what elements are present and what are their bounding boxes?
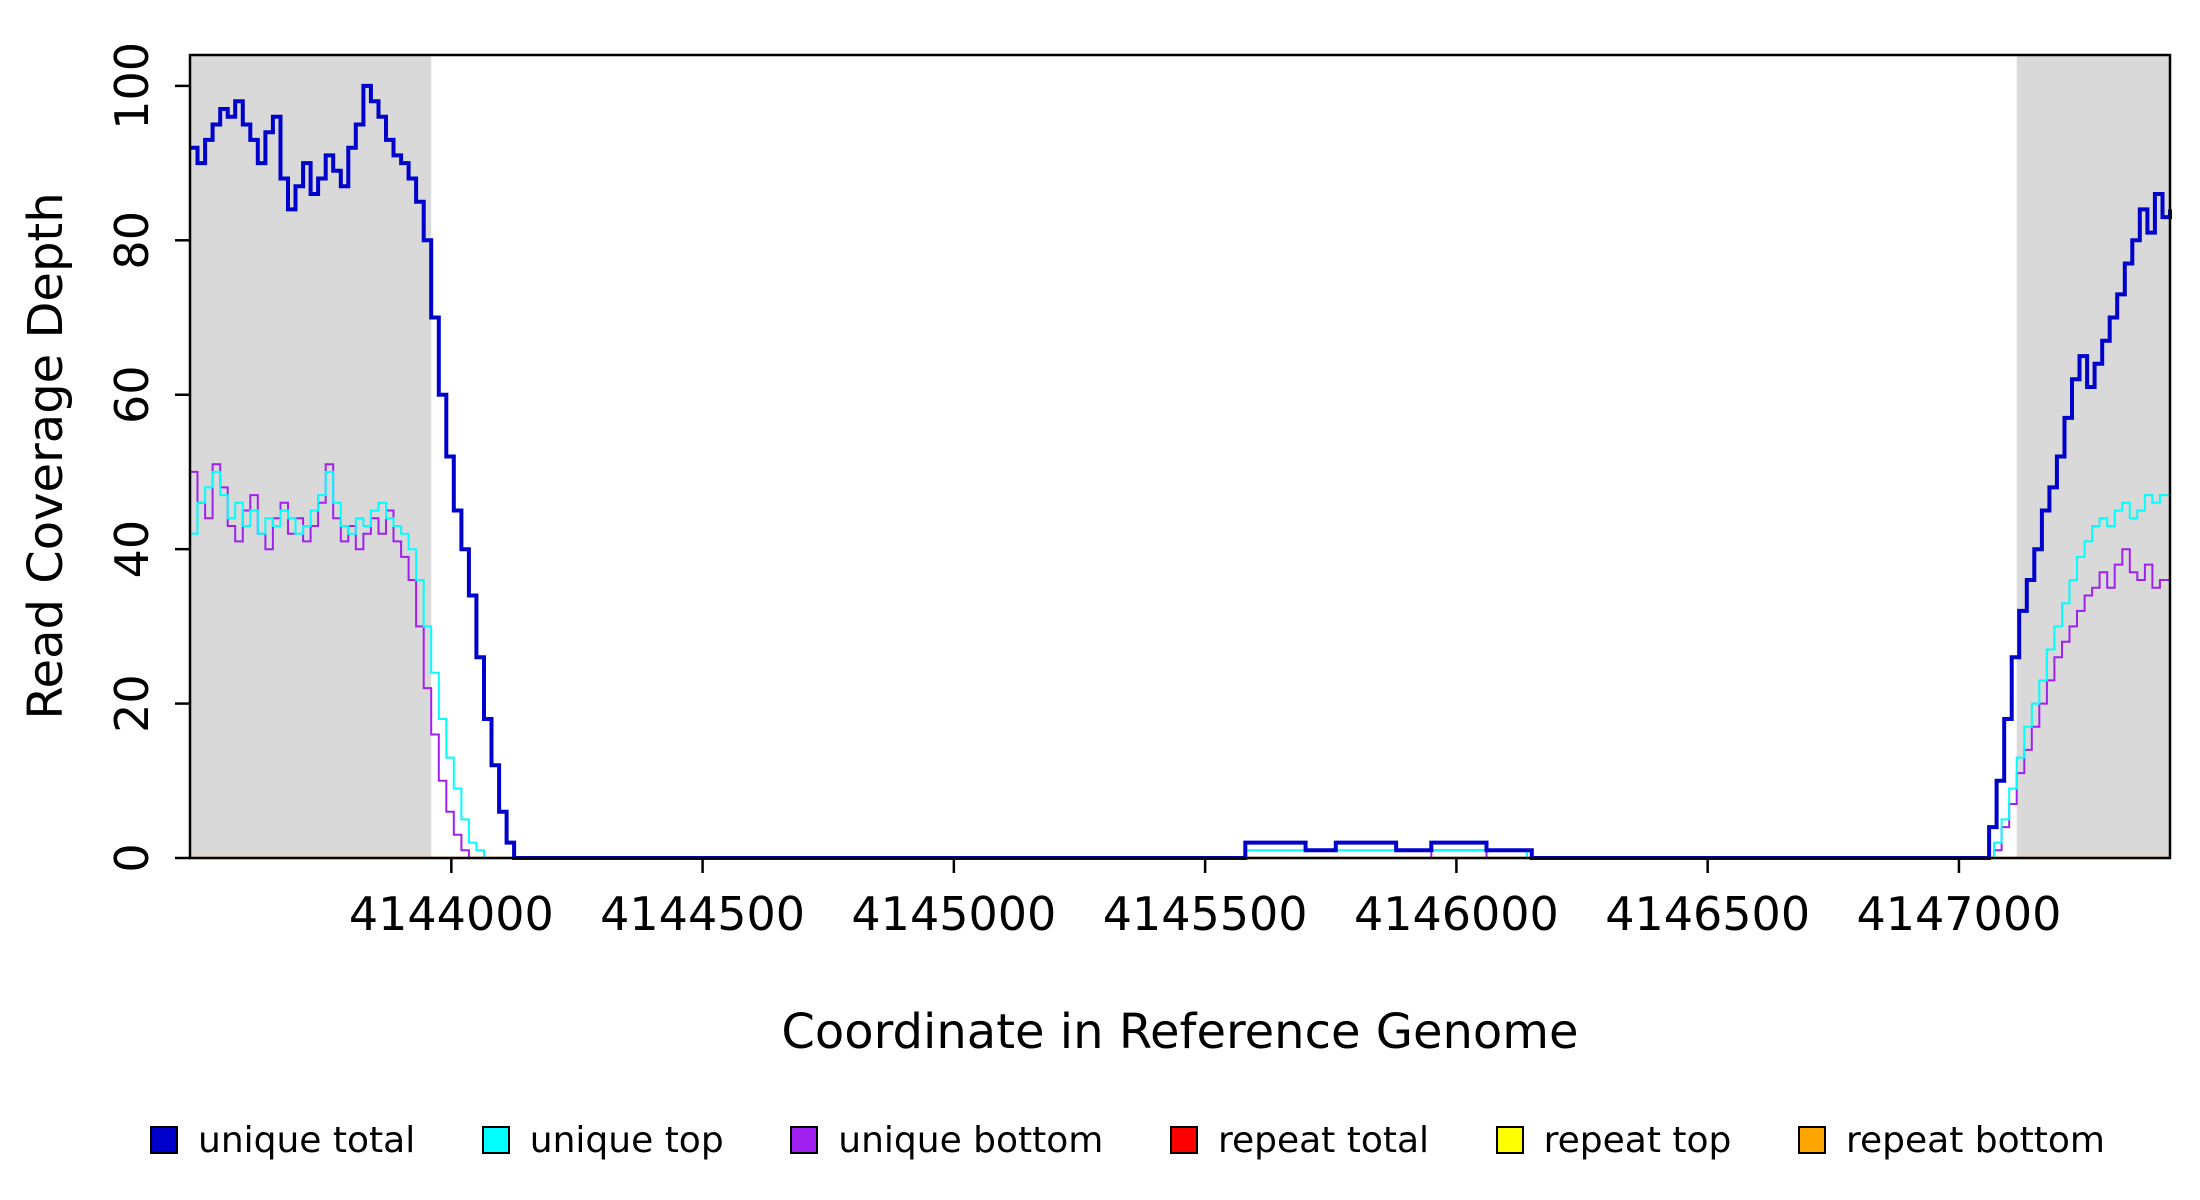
- x-tick-label: 4144000: [349, 887, 554, 941]
- legend-swatch-unique-top: [481, 1126, 510, 1154]
- legend-label: unique bottom: [838, 1119, 1104, 1161]
- legend-item-repeat-bottom: repeat bottom: [1798, 1120, 2105, 1161]
- x-tick-label: 4144500: [600, 887, 805, 941]
- x-tick-label: 4145500: [1103, 887, 1308, 941]
- shaded-region: [2016, 55, 2170, 858]
- y-tick-label: 0: [105, 843, 159, 872]
- legend-item-repeat-total: repeat total: [1169, 1119, 1430, 1161]
- legend-item-unique-top: unique top: [481, 1119, 724, 1161]
- legend-swatch-repeat-total: [1169, 1126, 1198, 1154]
- y-tick-label: 20: [105, 674, 159, 733]
- x-tick-label: 4146000: [1354, 887, 1559, 941]
- y-tick-label: 60: [105, 365, 159, 424]
- x-tick-label: 4147000: [1856, 887, 2061, 941]
- series-line-unique-top: [190, 470, 2171, 859]
- legend: unique total unique top unique bottom repea…: [0, 1080, 2200, 1200]
- legend-swatch-unique-total: [150, 1126, 178, 1154]
- legend-item-unique-bottom: unique bottom: [790, 1120, 1103, 1161]
- series-lines: [190, 83, 2172, 860]
- axes: 4144000 4144500 4145000 4145500 4146000 41465…: [105, 42, 2172, 941]
- y-tick-label: 40: [105, 520, 159, 579]
- x-tick-label: 4146500: [1605, 887, 1810, 941]
- legend-label: unique total: [198, 1119, 416, 1161]
- series-line-unique-total: [190, 83, 2172, 860]
- legend-swatch-repeat-bottom: [1798, 1126, 1826, 1154]
- x-axis-label: Coordinate in Reference Genome: [781, 1004, 1578, 1060]
- legend-item-unique-total: unique total: [150, 1120, 415, 1161]
- x-tick-label: 4145000: [851, 887, 1056, 941]
- legend-label: repeat total: [1217, 1119, 1430, 1161]
- shaded-regions: [190, 55, 2170, 858]
- y-tick-label: 100: [105, 42, 159, 130]
- legend-swatch-unique-bottom: [790, 1126, 819, 1154]
- y-tick-label: 80: [105, 211, 159, 270]
- plot-box: [188, 53, 2172, 860]
- series-line-unique-bottom: [190, 463, 2171, 859]
- legend-label: repeat top: [1543, 1119, 1732, 1161]
- legend-label: unique top: [529, 1119, 724, 1161]
- y-axis-label: Read Coverage Depth: [18, 192, 74, 719]
- coverage-plot: 4144000 4144500 4145000 4145500 4146000 41465…: [18, 42, 2172, 1060]
- legend-swatch-repeat-top: [1495, 1126, 1524, 1154]
- legend-item-repeat-top: repeat top: [1495, 1119, 1732, 1161]
- legend-label: repeat bottom: [1846, 1119, 2105, 1161]
